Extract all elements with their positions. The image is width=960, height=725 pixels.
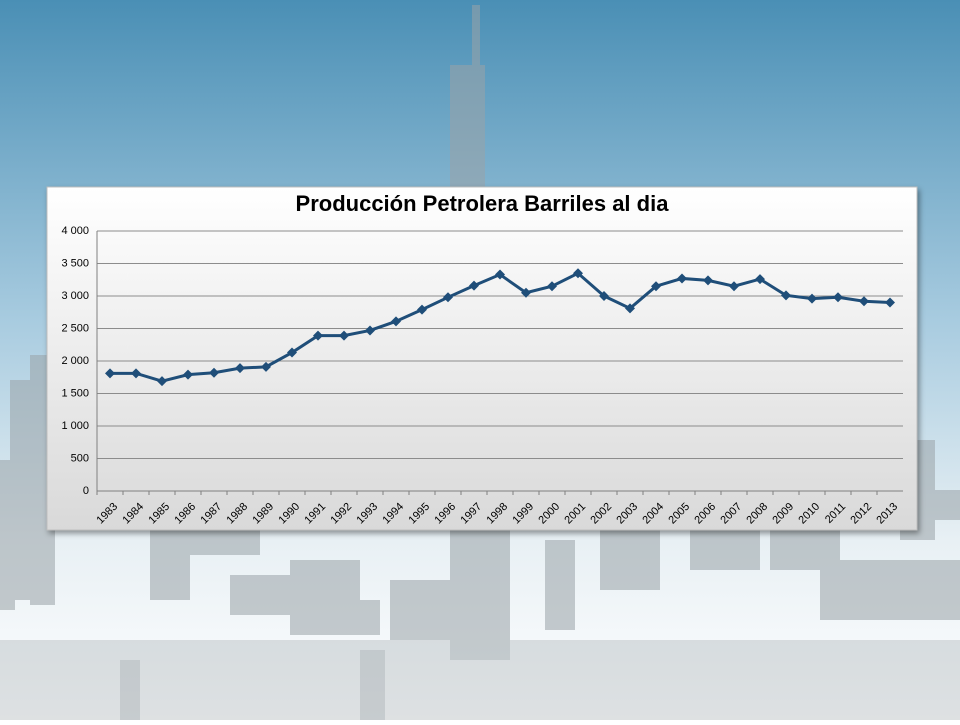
marker <box>209 367 219 378</box>
marker <box>105 368 115 379</box>
marker <box>495 269 505 280</box>
marker <box>651 281 661 292</box>
marker <box>339 330 349 341</box>
marker <box>625 303 635 314</box>
marker <box>573 268 583 279</box>
marker <box>885 297 895 308</box>
marker <box>703 275 713 286</box>
marker <box>183 369 193 380</box>
marker <box>781 290 791 301</box>
marker <box>365 325 375 336</box>
marker <box>729 281 739 292</box>
marker <box>547 281 557 292</box>
marker <box>261 361 271 372</box>
marker <box>157 376 167 387</box>
y-tick-label: 4 000 <box>61 225 89 237</box>
marker <box>859 296 869 307</box>
y-tick-label: 1 000 <box>61 420 89 432</box>
marker <box>235 363 245 374</box>
marker <box>599 291 609 301</box>
marker <box>287 347 297 358</box>
marker <box>677 273 687 284</box>
marker <box>443 292 453 303</box>
y-tick-label: 1 500 <box>61 387 89 399</box>
marker <box>755 274 765 285</box>
marker <box>417 304 427 315</box>
y-tick-label: 2 000 <box>61 355 89 367</box>
marker <box>313 330 323 341</box>
marker <box>131 368 141 379</box>
y-tick-label: 500 <box>71 452 89 464</box>
chart-area <box>46 186 918 531</box>
marker <box>807 293 817 304</box>
marker <box>469 280 479 291</box>
marker <box>833 292 843 303</box>
marker <box>521 287 531 298</box>
marker <box>391 316 401 327</box>
y-tick-label: 3 000 <box>61 290 89 302</box>
chart-title: Producción Petrolera Barriles al dia <box>296 191 670 216</box>
y-tick-label: 2 500 <box>61 322 89 334</box>
y-tick-label: 3 500 <box>61 257 89 269</box>
y-tick-label: 0 <box>83 485 89 497</box>
